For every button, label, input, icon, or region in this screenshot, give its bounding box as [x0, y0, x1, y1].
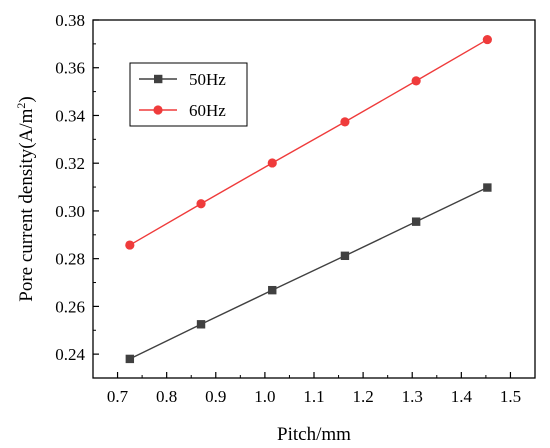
y-axis-title-close: ): [16, 96, 37, 102]
x-tick-label: 1.5: [500, 387, 521, 406]
legend-label-50hz: 50Hz: [189, 70, 226, 89]
data-point-60hz: [267, 158, 277, 168]
y-tick-label: 0.24: [55, 345, 85, 364]
x-tick-label: 1.2: [352, 387, 373, 406]
x-axis-title: Pitch/mm: [277, 424, 351, 445]
x-tick-label: 0.9: [205, 387, 226, 406]
legend-marker-50hz: [154, 74, 163, 84]
data-point-50hz: [268, 285, 277, 295]
legend: 50Hz 60Hz: [139, 70, 226, 120]
y-tick-label: 0.38: [55, 11, 85, 30]
y-tick-label: 0.36: [55, 59, 85, 78]
y-tick-label: 0.28: [55, 250, 85, 269]
x-tick-label: 1.3: [402, 387, 423, 406]
data-point-60hz: [196, 199, 206, 209]
legend-label-60hz: 60Hz: [189, 101, 226, 120]
y-axis-title: Pore current density(A/m2): [14, 96, 37, 301]
y-axis-title-superscript: 2: [14, 103, 28, 109]
x-tick-label: 1.1: [303, 387, 324, 406]
x-tick-label: 0.7: [107, 387, 129, 406]
y-axis-title-main: Pore current density(A/m: [16, 108, 37, 301]
series-line-60hz: [129, 38, 488, 246]
y-axis-ticks: 0.24 0.26 0.28 0.30 0.32 0.34 0.36 0.38: [55, 11, 99, 364]
y-tick-label: 0.32: [55, 154, 85, 173]
series-line-50hz: [129, 186, 488, 360]
data-point-50hz: [411, 217, 421, 226]
data-point-60hz: [411, 76, 421, 86]
x-axis-ticks: 0.7 0.8 0.9 1.0 1.1 1.2 1.3 1.4 1.5: [107, 372, 521, 406]
data-point-50hz: [196, 320, 206, 329]
data-point-60hz: [482, 34, 492, 45]
legend-box: [129, 62, 248, 127]
data-point-50hz: [483, 183, 492, 192]
y-tick-label: 0.26: [55, 297, 85, 316]
y-tick-label: 0.34: [55, 106, 85, 125]
x-tick-label: 0.8: [156, 387, 177, 406]
legend-marker-60hz: [153, 105, 163, 115]
data-point-60hz: [125, 240, 135, 250]
y-tick-label: 0.30: [55, 202, 85, 221]
data-point-60hz: [340, 117, 350, 127]
series-layer: [125, 34, 492, 364]
data-point-50hz: [125, 354, 135, 364]
x-tick-label: 1.0: [254, 387, 275, 406]
data-point-50hz: [340, 251, 350, 261]
x-tick-label: 1.4: [451, 387, 473, 406]
